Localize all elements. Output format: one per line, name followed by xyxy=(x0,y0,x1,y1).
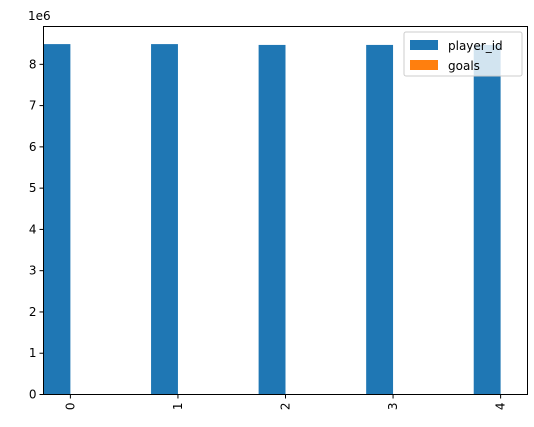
legend-swatch-goals xyxy=(410,60,438,70)
y-tick-label: 8 xyxy=(29,57,37,71)
y-tick-label: 3 xyxy=(29,264,37,278)
bar-player_id-0 xyxy=(43,44,71,395)
x-axis-ticks: 0 1 2 3 4 xyxy=(63,394,508,411)
x-tick-label: 0 xyxy=(63,403,77,411)
x-tick-label: 3 xyxy=(386,403,400,411)
legend-label-goals: goals xyxy=(448,59,480,73)
bar-player_id-1 xyxy=(151,44,178,395)
y-axis-ticks: 0 1 2 3 4 5 6 7 8 xyxy=(29,57,44,402)
x-tick-label: 4 xyxy=(494,402,508,410)
bar-player_id-4 xyxy=(473,44,501,395)
legend-swatch-player_id xyxy=(410,40,438,50)
y-tick-label: 0 xyxy=(29,388,37,402)
y-tick-label: 1 xyxy=(29,346,37,360)
bars-layer xyxy=(43,44,501,395)
bar-player_id-2 xyxy=(258,44,286,395)
y-tick-label: 6 xyxy=(29,140,37,154)
x-tick-label: 2 xyxy=(279,403,293,411)
y-tick-label: 7 xyxy=(29,99,37,113)
legend-label-player_id: player_id xyxy=(448,39,503,53)
y-tick-label: 4 xyxy=(29,222,37,236)
bar-player_id-3 xyxy=(366,44,394,395)
x-tick-label: 1 xyxy=(171,403,185,411)
y-offset-label: 1e6 xyxy=(28,9,51,23)
y-tick-label: 2 xyxy=(29,305,37,319)
y-tick-label: 5 xyxy=(29,181,37,195)
